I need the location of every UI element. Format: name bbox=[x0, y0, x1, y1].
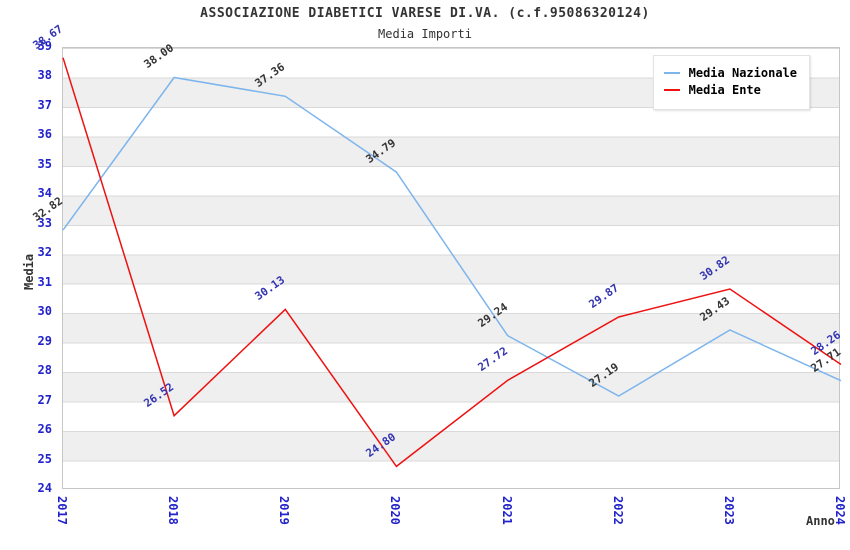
y-tick-label: 36 bbox=[37, 127, 52, 142]
line-swatch-icon bbox=[663, 72, 680, 74]
y-axis-title: Media bbox=[22, 253, 36, 290]
x-tick-label: 2021 bbox=[499, 496, 514, 525]
y-tick-label: 27 bbox=[37, 392, 52, 407]
chart-title: ASSOCIAZIONE DIABETICI VARESE DI.VA. (c.… bbox=[200, 6, 650, 21]
y-tick-label: 31 bbox=[37, 274, 52, 289]
x-tick-label: 2020 bbox=[388, 496, 403, 525]
x-tick-label: 2022 bbox=[610, 496, 625, 525]
y-tick-label: 30 bbox=[37, 304, 52, 319]
plot-area bbox=[62, 47, 842, 489]
y-tick-label: 33 bbox=[37, 215, 52, 230]
y-tick-label: 24 bbox=[37, 481, 52, 495]
y-tick-label: 32 bbox=[37, 245, 52, 260]
y-tick-label: 34 bbox=[37, 186, 52, 201]
y-tick-label: 26 bbox=[37, 422, 52, 437]
legend-item-media-nazionale[interactable]: Media Nazionale bbox=[663, 66, 797, 80]
legend: Media Nazionale Media Ente bbox=[652, 55, 810, 110]
line-series-canvas bbox=[62, 57, 842, 468]
x-tick-label: 2018 bbox=[166, 496, 181, 525]
x-tick-label: 2023 bbox=[721, 496, 736, 525]
y-tick-label: 39 bbox=[37, 39, 52, 53]
y-tick-label: 28 bbox=[37, 363, 52, 378]
y-tick-label: 29 bbox=[37, 333, 52, 348]
x-tick-label: 2024 bbox=[833, 496, 847, 525]
y-tick-label: 37 bbox=[37, 97, 52, 112]
y-tick-label: 35 bbox=[37, 156, 52, 171]
line-swatch-icon bbox=[663, 89, 680, 91]
legend-label: Media Nazionale bbox=[688, 66, 797, 80]
series-line bbox=[62, 57, 842, 468]
x-tick-label: 2019 bbox=[277, 496, 292, 525]
legend-item-media-ente[interactable]: Media Ente bbox=[663, 83, 797, 97]
x-axis-title: Anno bbox=[806, 514, 835, 528]
chart-subtitle: Media Importi bbox=[378, 27, 472, 41]
series-line bbox=[62, 76, 842, 397]
x-tick-label: 2017 bbox=[55, 496, 69, 525]
y-tick-label: 25 bbox=[37, 451, 52, 466]
legend-label: Media Ente bbox=[688, 83, 761, 97]
y-tick-label: 38 bbox=[37, 68, 52, 83]
